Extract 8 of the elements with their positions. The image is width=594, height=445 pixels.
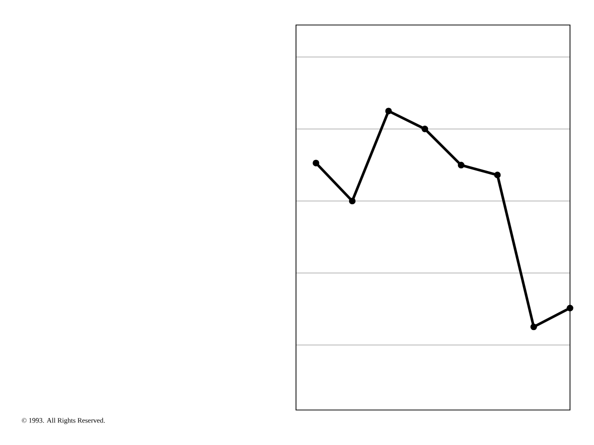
- point: [530, 324, 538, 330]
- point: [566, 304, 574, 312]
- point: [348, 198, 356, 204]
- point: [422, 126, 428, 132]
- point: [458, 162, 464, 168]
- point: [312, 160, 320, 166]
- point: [494, 172, 501, 178]
- point: [385, 108, 392, 114]
